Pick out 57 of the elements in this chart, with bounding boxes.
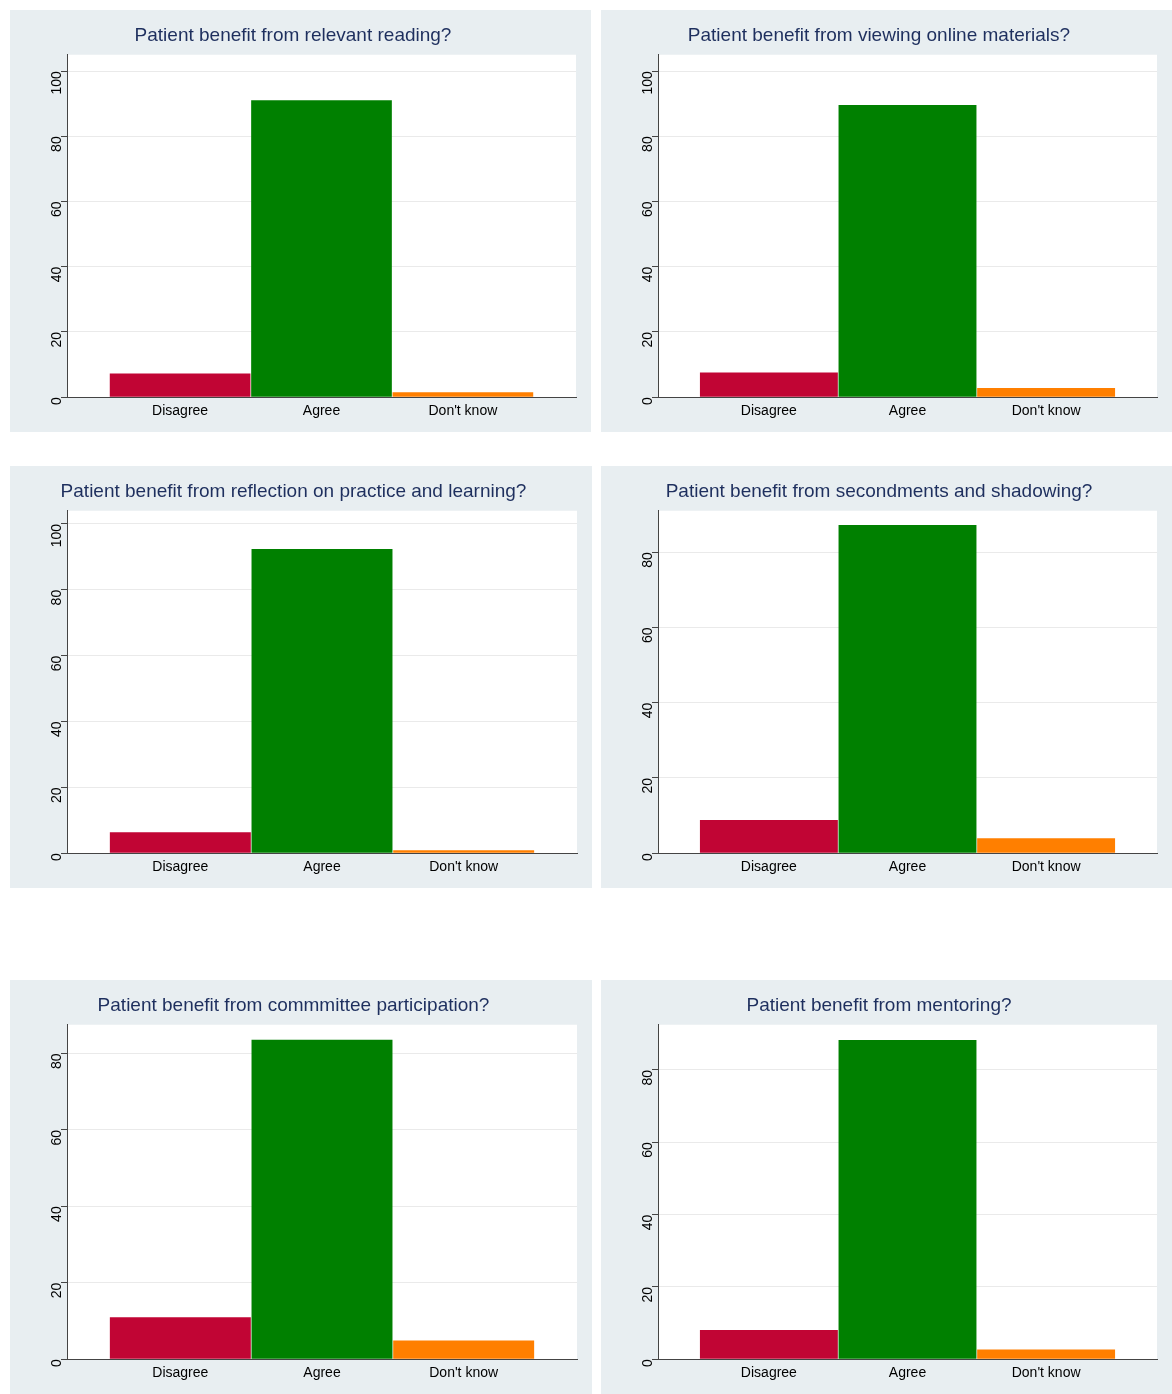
x-tick-label: Disagree: [740, 1364, 798, 1381]
y-tick-label: 80: [47, 1053, 64, 1070]
x-tick-label: Agree: [888, 402, 927, 419]
y-tick-label: 0: [47, 397, 64, 405]
y-tick-label: 80: [638, 1069, 655, 1086]
y-tick-label: 40: [638, 1214, 655, 1231]
y-tick-label: 100: [47, 70, 64, 95]
x-tick-label: Disagree: [152, 858, 209, 875]
chart-title: Patient benefit from reflection on practice and learning?: [60, 479, 527, 501]
y-tick-label: 40: [638, 702, 655, 719]
x-tick-label: Don't know: [1011, 858, 1082, 875]
y-tick-label: 60: [47, 201, 64, 218]
y-tick-label: 20: [47, 1282, 64, 1299]
y-tick-label: 60: [638, 201, 655, 218]
x-tick-label: Disagree: [740, 858, 798, 875]
y-tick-label: 0: [638, 397, 655, 405]
x-tick-label: Agree: [888, 858, 927, 875]
y-tick-label: 60: [47, 1129, 64, 1146]
y-tick-label: 20: [47, 787, 64, 803]
chart-title: Patient benefit from secondments and shadowing?: [665, 479, 1093, 501]
chart-title: Patient benefit from viewing online materials?: [687, 23, 1071, 45]
x-tick-label: Disagree: [152, 402, 209, 419]
x-tick-label: Don't know: [1011, 1364, 1082, 1381]
chart-title: Patient benefit from commmittee participation?: [97, 993, 490, 1015]
y-tick-label: 60: [638, 627, 655, 644]
chart-title: Patient benefit from relevant reading?: [134, 23, 452, 45]
y-tick-label: 100: [638, 70, 655, 95]
chart-title: Patient benefit from mentoring?: [746, 993, 1012, 1015]
y-tick-label: 0: [47, 853, 64, 861]
x-tick-label: Agree: [303, 1364, 341, 1381]
y-tick-label: 20: [638, 1286, 655, 1303]
x-tick-label: Disagree: [152, 1364, 209, 1381]
x-tick-label: Agree: [302, 402, 341, 419]
y-tick-label: 20: [638, 331, 655, 348]
y-tick-label: 80: [638, 551, 655, 568]
y-tick-label: 60: [47, 655, 64, 672]
x-tick-label: Don't know: [1011, 402, 1082, 419]
y-tick-label: 0: [47, 1359, 64, 1367]
y-tick-label: 60: [638, 1142, 655, 1158]
y-tick-label: 100: [47, 523, 64, 548]
x-tick-label: Agree: [303, 858, 341, 875]
y-tick-label: 20: [638, 777, 655, 794]
x-tick-label: Don't know: [429, 1364, 499, 1381]
y-tick-label: 80: [638, 136, 655, 152]
y-tick-label: 40: [638, 266, 655, 283]
x-tick-label: Don't know: [428, 402, 499, 419]
y-tick-label: 80: [47, 589, 64, 606]
x-tick-label: Disagree: [740, 402, 798, 419]
x-tick-label: Agree: [888, 1364, 927, 1381]
y-tick-label: 80: [47, 136, 64, 152]
y-tick-label: 40: [47, 721, 64, 738]
y-tick-label: 0: [638, 853, 655, 861]
y-tick-label: 40: [47, 266, 64, 283]
y-tick-label: 40: [47, 1206, 64, 1222]
y-tick-label: 0: [638, 1359, 655, 1367]
y-tick-label: 20: [47, 331, 64, 348]
x-tick-label: Don't know: [429, 858, 499, 875]
